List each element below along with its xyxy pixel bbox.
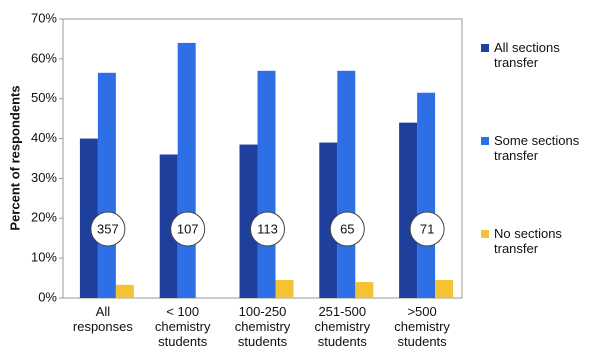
bar [337, 70, 356, 298]
y-tick-label: 10% [31, 250, 57, 265]
x-tick-label: 251-500 chemistry students [314, 304, 371, 349]
legend-swatch [481, 230, 489, 238]
count-label: 357 [97, 221, 119, 236]
count-label: 113 [257, 221, 278, 236]
count-label: 107 [177, 221, 199, 236]
bar [239, 144, 258, 298]
bar [97, 72, 116, 298]
bar [435, 280, 454, 298]
y-tick-label: 60% [31, 50, 57, 65]
legend-label: All sections transfer [494, 40, 560, 70]
x-tick-label: 100-250 chemistry students [234, 304, 291, 349]
bar [275, 280, 294, 298]
count-label: 65 [340, 221, 354, 236]
bar [319, 142, 338, 298]
bar [79, 138, 98, 298]
bar [417, 92, 436, 298]
count-badge [90, 211, 126, 247]
y-tick-label: 40% [31, 130, 57, 145]
y-tick-label: 70% [31, 10, 57, 25]
y-tick-label: 20% [31, 210, 57, 225]
y-tick-label: 50% [31, 90, 57, 105]
y-tick-label: 0% [38, 289, 57, 304]
bar [355, 282, 374, 298]
legend-swatch [481, 137, 489, 145]
bar [399, 122, 418, 298]
y-tick-label: 30% [31, 170, 57, 185]
legend-label: No sections transfer [494, 226, 562, 256]
bar [177, 42, 196, 298]
legend-swatch [481, 44, 489, 52]
x-tick-label: >500 chemistry students [394, 304, 450, 349]
y-axis-label: Percent of respondents [7, 85, 22, 230]
count-badge [329, 211, 365, 247]
count-badge [409, 211, 445, 247]
x-tick-label: All responses [72, 304, 133, 334]
count-badge [250, 211, 285, 247]
bar [257, 70, 276, 298]
x-tick-label: < 100 chemistry students [154, 304, 211, 349]
count-label: 71 [420, 221, 434, 236]
bar [115, 284, 134, 298]
legend-label: Some sections transfer [494, 133, 580, 163]
bar [159, 154, 178, 298]
count-badge [170, 211, 206, 247]
